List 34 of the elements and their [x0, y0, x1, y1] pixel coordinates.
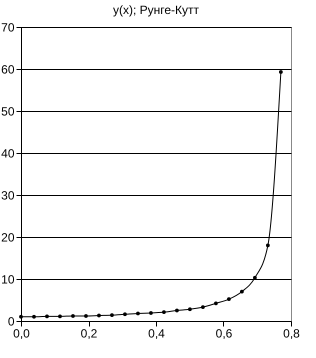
- x-tick-label: 0,8: [283, 326, 300, 340]
- point: [201, 305, 205, 310]
- point: [84, 314, 88, 318]
- chart-title: y(x); Рунге-Кутт: [112, 3, 200, 17]
- point: [149, 311, 153, 315]
- point: [58, 314, 62, 318]
- y-tick-label: 50: [1, 104, 15, 118]
- point: [279, 70, 283, 74]
- point: [175, 308, 179, 312]
- point: [45, 314, 49, 318]
- point: [136, 312, 140, 316]
- point: [71, 314, 75, 318]
- point: [162, 310, 166, 314]
- y-tick-label: 60: [1, 62, 15, 76]
- point: [240, 290, 244, 294]
- point: [227, 297, 231, 302]
- x-tick-label: 0,4: [148, 326, 166, 340]
- x-tick-label: 0,0: [13, 326, 30, 340]
- point: [123, 312, 127, 316]
- x-tick-label: 0,2: [80, 326, 98, 340]
- y-tick-label: 30: [1, 188, 15, 202]
- y-tick-label: 10: [1, 272, 15, 286]
- point: [97, 314, 101, 318]
- y-tick-label: 20: [1, 230, 15, 244]
- point: [266, 244, 270, 248]
- point: [214, 301, 218, 306]
- y-tick-label: 40: [1, 146, 15, 160]
- point: [32, 314, 36, 319]
- point: [110, 313, 114, 317]
- point: [188, 307, 192, 312]
- point: [19, 314, 23, 319]
- y-tick-label: 0: [8, 314, 15, 328]
- y-tick-label: 70: [1, 20, 15, 34]
- x-tick-label: 0,6: [216, 326, 233, 340]
